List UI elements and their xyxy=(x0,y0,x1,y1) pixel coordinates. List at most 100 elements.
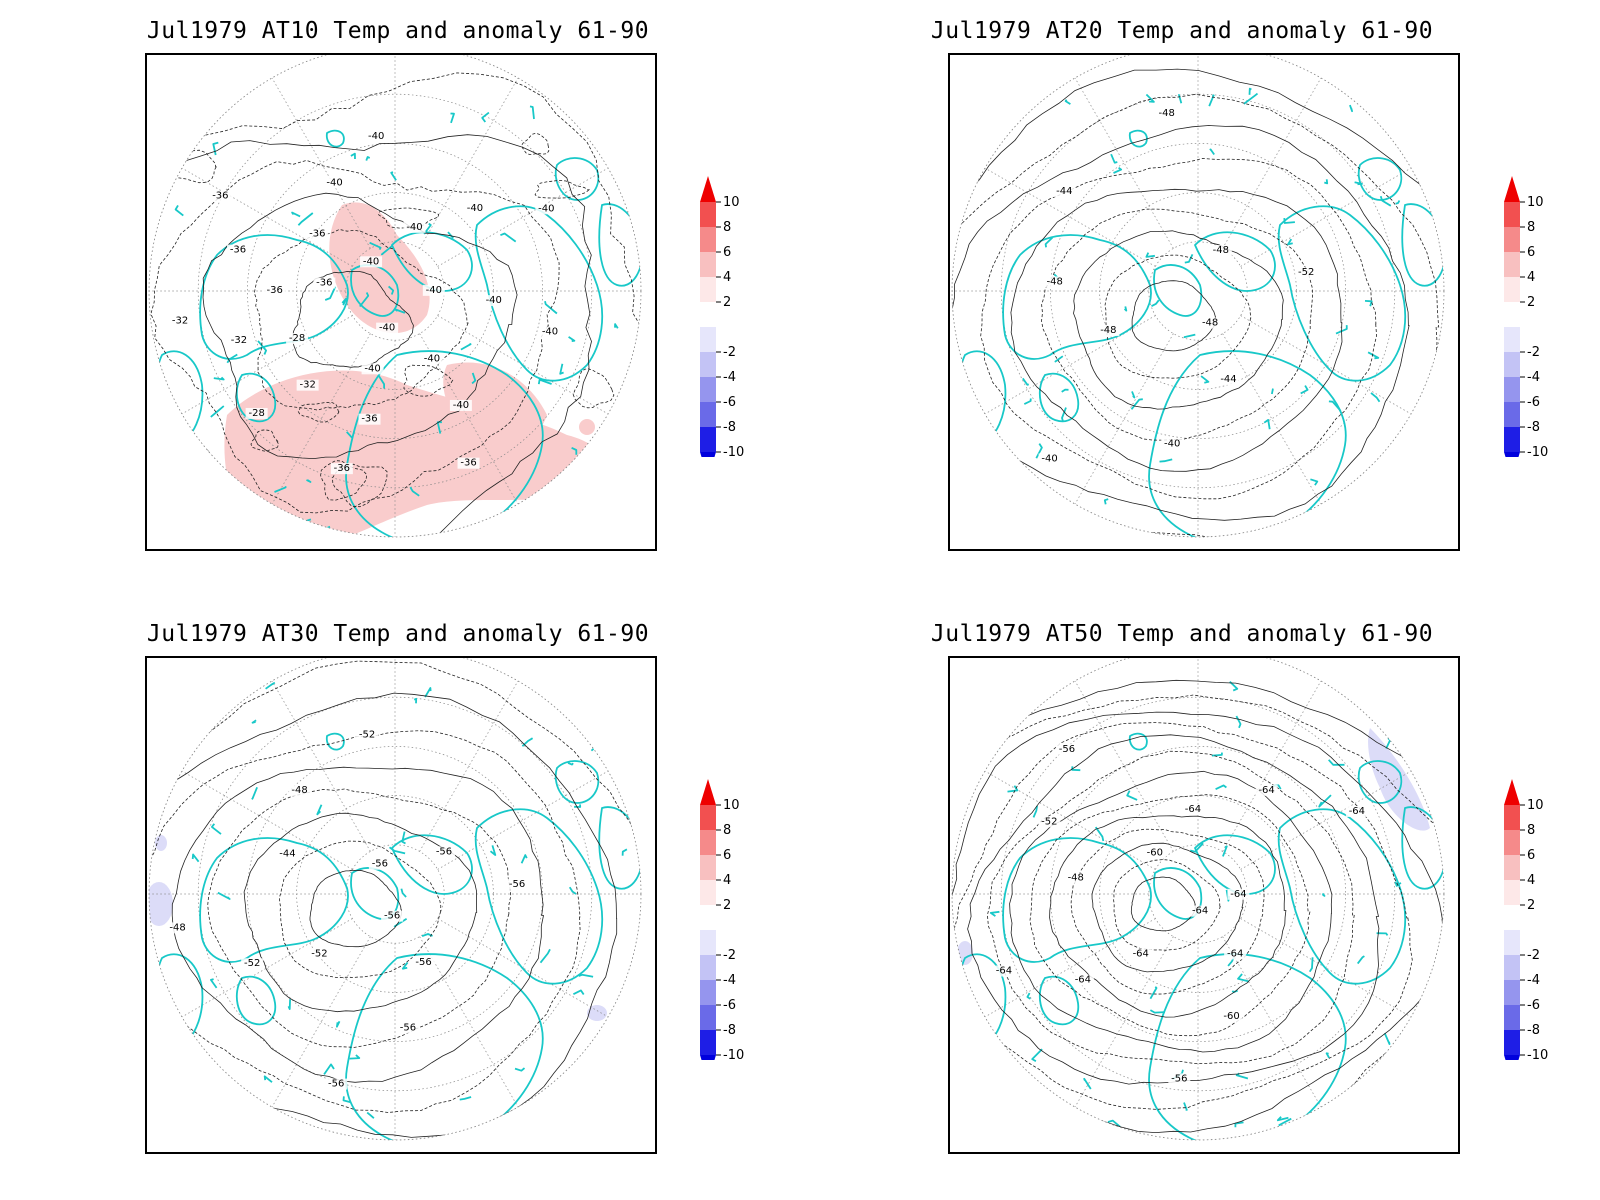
temperature-contour xyxy=(378,207,440,229)
coastline xyxy=(554,157,600,201)
colorbar-swatch xyxy=(1504,302,1520,327)
colorbar-tick-label: -10 xyxy=(1527,445,1548,457)
contour-label: -52 xyxy=(244,958,260,969)
coastline xyxy=(621,848,628,856)
coastline xyxy=(1283,218,1295,224)
coastline xyxy=(614,687,626,697)
temperature-contour xyxy=(292,271,414,368)
coastline xyxy=(1151,299,1160,307)
contour-label: -56 xyxy=(372,859,388,870)
colorbar-tick-label: -10 xyxy=(723,1048,744,1060)
coastline xyxy=(1032,805,1038,818)
coastline xyxy=(1235,715,1242,729)
coastline xyxy=(217,891,231,900)
colorbar-swatch xyxy=(1504,252,1520,277)
coastline xyxy=(1038,372,1080,423)
coastline xyxy=(1263,419,1271,430)
coastline xyxy=(1356,955,1365,965)
colorbar-swatch xyxy=(700,905,716,930)
latitude-circle xyxy=(197,93,593,489)
coastline xyxy=(365,156,371,161)
cool-anomaly-region xyxy=(1368,728,1430,831)
contour-label: -36 xyxy=(334,463,350,474)
meridian-line xyxy=(437,167,609,267)
coastline xyxy=(400,888,407,898)
colorbar-tick-label: -2 xyxy=(1527,345,1540,360)
coastline xyxy=(539,948,551,964)
latitude-circle xyxy=(1050,746,1346,1042)
colorbar-tick-label: 6 xyxy=(1527,245,1535,260)
temperature-contour xyxy=(967,734,1380,1085)
contour-label: -48 xyxy=(169,922,185,933)
meridian-line xyxy=(419,77,519,249)
coastline xyxy=(1308,957,1314,973)
colorbar-tick-label: 8 xyxy=(723,220,731,235)
contour-label: -40 xyxy=(426,285,442,296)
coastline xyxy=(173,442,190,458)
coastline xyxy=(1318,794,1332,808)
contour-label: -40 xyxy=(424,353,440,364)
temperature-contour xyxy=(149,134,592,537)
coastline xyxy=(191,507,196,517)
coastline xyxy=(1071,766,1081,772)
coastline xyxy=(489,845,497,856)
coastline xyxy=(572,989,585,996)
colorbar-swatch xyxy=(1504,427,1520,452)
coastline xyxy=(1000,495,1008,512)
meridian-line xyxy=(1074,333,1174,505)
coastline xyxy=(1287,238,1293,246)
coastline xyxy=(1349,1089,1357,1095)
coastline xyxy=(1310,478,1319,486)
coastline xyxy=(1002,837,1152,963)
coastline xyxy=(391,834,473,895)
coastline xyxy=(341,297,347,306)
coastline xyxy=(1208,94,1215,107)
coastline xyxy=(989,910,1000,917)
coastline xyxy=(191,853,200,863)
coastline xyxy=(174,204,184,217)
coastline xyxy=(324,286,337,301)
colorbar-tick-label: -4 xyxy=(1527,370,1540,385)
coastline xyxy=(388,846,406,855)
colorbar-swatch xyxy=(1504,805,1520,830)
colorbar-swatch xyxy=(700,980,716,1005)
contour-label: -52 xyxy=(359,729,375,740)
coastline xyxy=(1061,388,1069,393)
contour-label: -56 xyxy=(400,1022,416,1033)
coastline xyxy=(291,211,301,218)
coastline xyxy=(213,376,225,381)
coastline xyxy=(226,353,238,364)
coastline xyxy=(1300,385,1309,395)
colorbar-swatch xyxy=(700,880,716,905)
contour-label: -40 xyxy=(364,363,380,374)
coastline xyxy=(251,719,257,724)
coastline xyxy=(366,1111,375,1119)
coastline xyxy=(500,232,517,243)
temperature-contour xyxy=(1070,828,1265,995)
colorbar-swatch xyxy=(1504,202,1520,227)
panel-title-at50: Jul1979 AT50 Temp and anomaly 61-90 xyxy=(930,621,1434,647)
colorbar-top-arrow xyxy=(700,779,716,805)
coastline xyxy=(274,485,287,493)
temperature-contour xyxy=(279,840,442,978)
colorbar-tick-label: -10 xyxy=(1527,1048,1548,1060)
temperature-contour xyxy=(534,179,591,199)
temperature-contour xyxy=(320,460,368,501)
colorbar-tick-label: 10 xyxy=(723,798,740,813)
coastline xyxy=(514,1067,526,1072)
contour-label: -48 xyxy=(1159,108,1175,119)
contour-label: -64 xyxy=(1075,975,1091,986)
coastline xyxy=(251,786,258,800)
cool-anomaly-region xyxy=(587,1005,607,1021)
colorbar-tick-label: 6 xyxy=(723,245,731,260)
colorbar-swatch xyxy=(700,855,716,880)
coastline xyxy=(359,292,370,308)
coastline xyxy=(235,372,277,423)
meridian-line xyxy=(437,315,609,415)
colorbar-bottom-arrow xyxy=(700,1055,716,1081)
colorbar-tick-label: 4 xyxy=(1527,270,1535,285)
coastline xyxy=(390,171,397,181)
colorbar-tick-label: -6 xyxy=(1527,395,1540,410)
colorbar-swatch xyxy=(1504,830,1520,855)
coastline xyxy=(554,760,600,804)
